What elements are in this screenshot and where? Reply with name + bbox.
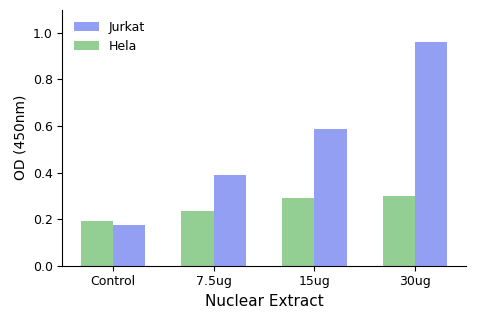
Bar xyxy=(214,175,246,266)
Legend: Jurkat, Hela: Jurkat, Hela xyxy=(69,16,150,58)
Bar xyxy=(415,42,447,266)
Bar xyxy=(181,211,214,266)
Bar xyxy=(113,225,145,266)
Bar xyxy=(282,198,314,266)
Y-axis label: OD (450nm): OD (450nm) xyxy=(13,95,27,180)
Bar xyxy=(314,130,347,266)
Bar xyxy=(81,221,113,266)
Bar xyxy=(383,196,415,266)
X-axis label: Nuclear Extract: Nuclear Extract xyxy=(204,294,324,309)
